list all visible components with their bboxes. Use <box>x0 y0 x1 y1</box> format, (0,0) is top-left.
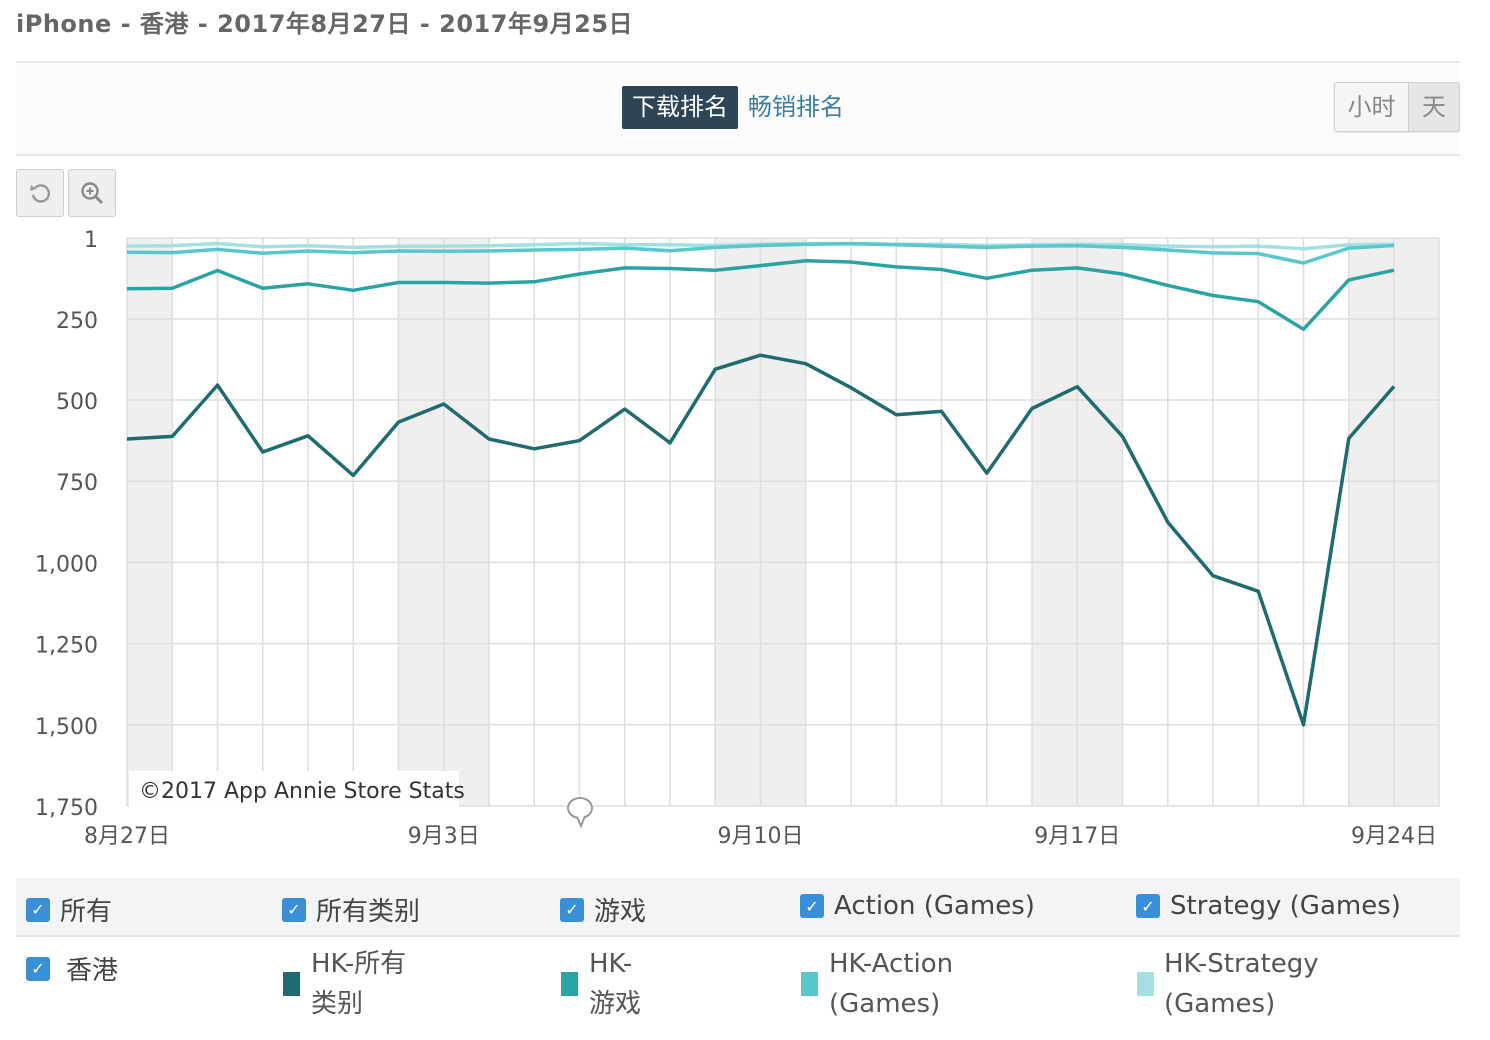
x-tick-label: 9月17日 <box>1034 824 1120 849</box>
legend-swatch <box>283 972 300 996</box>
series-line <box>126 258 1395 332</box>
legend-series-label[interactable]: HK- 游戏 <box>589 944 641 1024</box>
filter-strategy-checkbox[interactable]: ✓ Strategy (Games) <box>1136 891 1401 921</box>
check-icon: ✓ <box>800 894 824 918</box>
granularity-hour-button[interactable]: 小时 <box>1335 83 1408 131</box>
filter-games-checkbox[interactable]: ✓ 游戏 <box>560 891 646 928</box>
divider <box>16 61 1460 63</box>
y-tick-label: 500 <box>56 390 98 415</box>
tab-grossing-rank[interactable]: 畅销排名 <box>748 93 844 121</box>
x-tick-label: 9月10日 <box>718 824 804 849</box>
zoom-in-icon <box>81 182 104 205</box>
legend-swatch <box>801 972 818 996</box>
filter-all-categories-checkbox[interactable]: ✓ 所有类别 <box>282 891 420 928</box>
filter-country-checkbox[interactable]: ✓ 香港 <box>26 950 118 987</box>
zoom-in-button[interactable] <box>68 169 116 217</box>
check-icon: ✓ <box>1136 894 1160 918</box>
country-label: 香港 <box>66 956 119 986</box>
y-tick-label: 750 <box>56 471 98 496</box>
legend-label-line: 游戏 <box>589 989 642 1019</box>
watermark-text: ©2017 App Annie Store Stats <box>139 779 465 804</box>
legend-label-line: HK-Action <box>829 949 954 979</box>
legend-label-line: HK-所有 <box>311 949 407 979</box>
rank-type-toolbar <box>16 63 1460 154</box>
y-tick-label: 1,000 <box>35 552 98 577</box>
watermark-box: ©2017 App Annie Store Stats <box>129 771 465 807</box>
rank-line-chart: 1 250 500 750 1,000 1,250 1,500 1,750 8月27日 9月3日… <box>35 228 1440 849</box>
series-line <box>126 353 1396 727</box>
legend-label-line: 类别 <box>311 989 364 1019</box>
reset-zoom-icon <box>30 184 50 203</box>
legend-group-row <box>16 878 1460 937</box>
legend-label-line: (Games) <box>829 989 941 1019</box>
granularity-day-button[interactable]: 天 <box>1408 83 1459 131</box>
filter-label: Action (Games) <box>834 891 1035 921</box>
divider <box>16 154 1460 156</box>
y-tick-label: 250 <box>56 309 98 334</box>
legend-series-row <box>16 937 1460 1037</box>
check-icon: ✓ <box>26 897 50 922</box>
comment-icon[interactable] <box>567 797 593 829</box>
legend-swatch <box>561 972 578 996</box>
x-tick-label: 9月24日 <box>1351 824 1437 849</box>
tab-download-rank[interactable]: 下载排名 <box>622 86 738 129</box>
weekend-band <box>127 238 173 806</box>
filter-label: 所有 <box>60 897 113 927</box>
y-tick-label: 1,750 <box>35 796 98 821</box>
filter-label: 所有类别 <box>316 897 421 927</box>
filter-label: 游戏 <box>594 897 647 927</box>
x-tick-label: 9月3日 <box>408 824 480 849</box>
legend-label-line: HK-Strategy <box>1164 949 1319 979</box>
filter-action-checkbox[interactable]: ✓ Action (Games) <box>800 891 1035 921</box>
reset-zoom-button[interactable] <box>16 169 64 217</box>
check-icon: ✓ <box>282 897 306 922</box>
check-icon: ✓ <box>26 956 50 981</box>
y-tick-label: 1 <box>84 228 98 253</box>
filter-label: Strategy (Games) <box>1170 891 1401 921</box>
granularity-switch: 小时 天 <box>1334 82 1460 132</box>
page-title: iPhone - 香港 - 2017年8月27日 - 2017年9月25日 <box>16 10 634 38</box>
legend-series-label[interactable]: HK-所有 类别 <box>311 944 406 1024</box>
filter-all-checkbox[interactable]: ✓ 所有 <box>26 891 112 928</box>
legend-label-line: (Games) <box>1164 989 1276 1019</box>
y-tick-label: 1,500 <box>35 715 98 740</box>
legend-series-label[interactable]: HK-Strategy (Games) <box>1164 944 1319 1024</box>
legend-series-label[interactable]: HK-Action (Games) <box>829 944 953 1024</box>
x-tick-label: 8月27日 <box>84 824 170 849</box>
series-line <box>126 242 1395 265</box>
legend-swatch <box>1137 972 1154 996</box>
y-tick-label: 1,250 <box>35 634 98 659</box>
check-icon: ✓ <box>560 897 584 922</box>
legend-label-line: HK- <box>589 949 633 979</box>
